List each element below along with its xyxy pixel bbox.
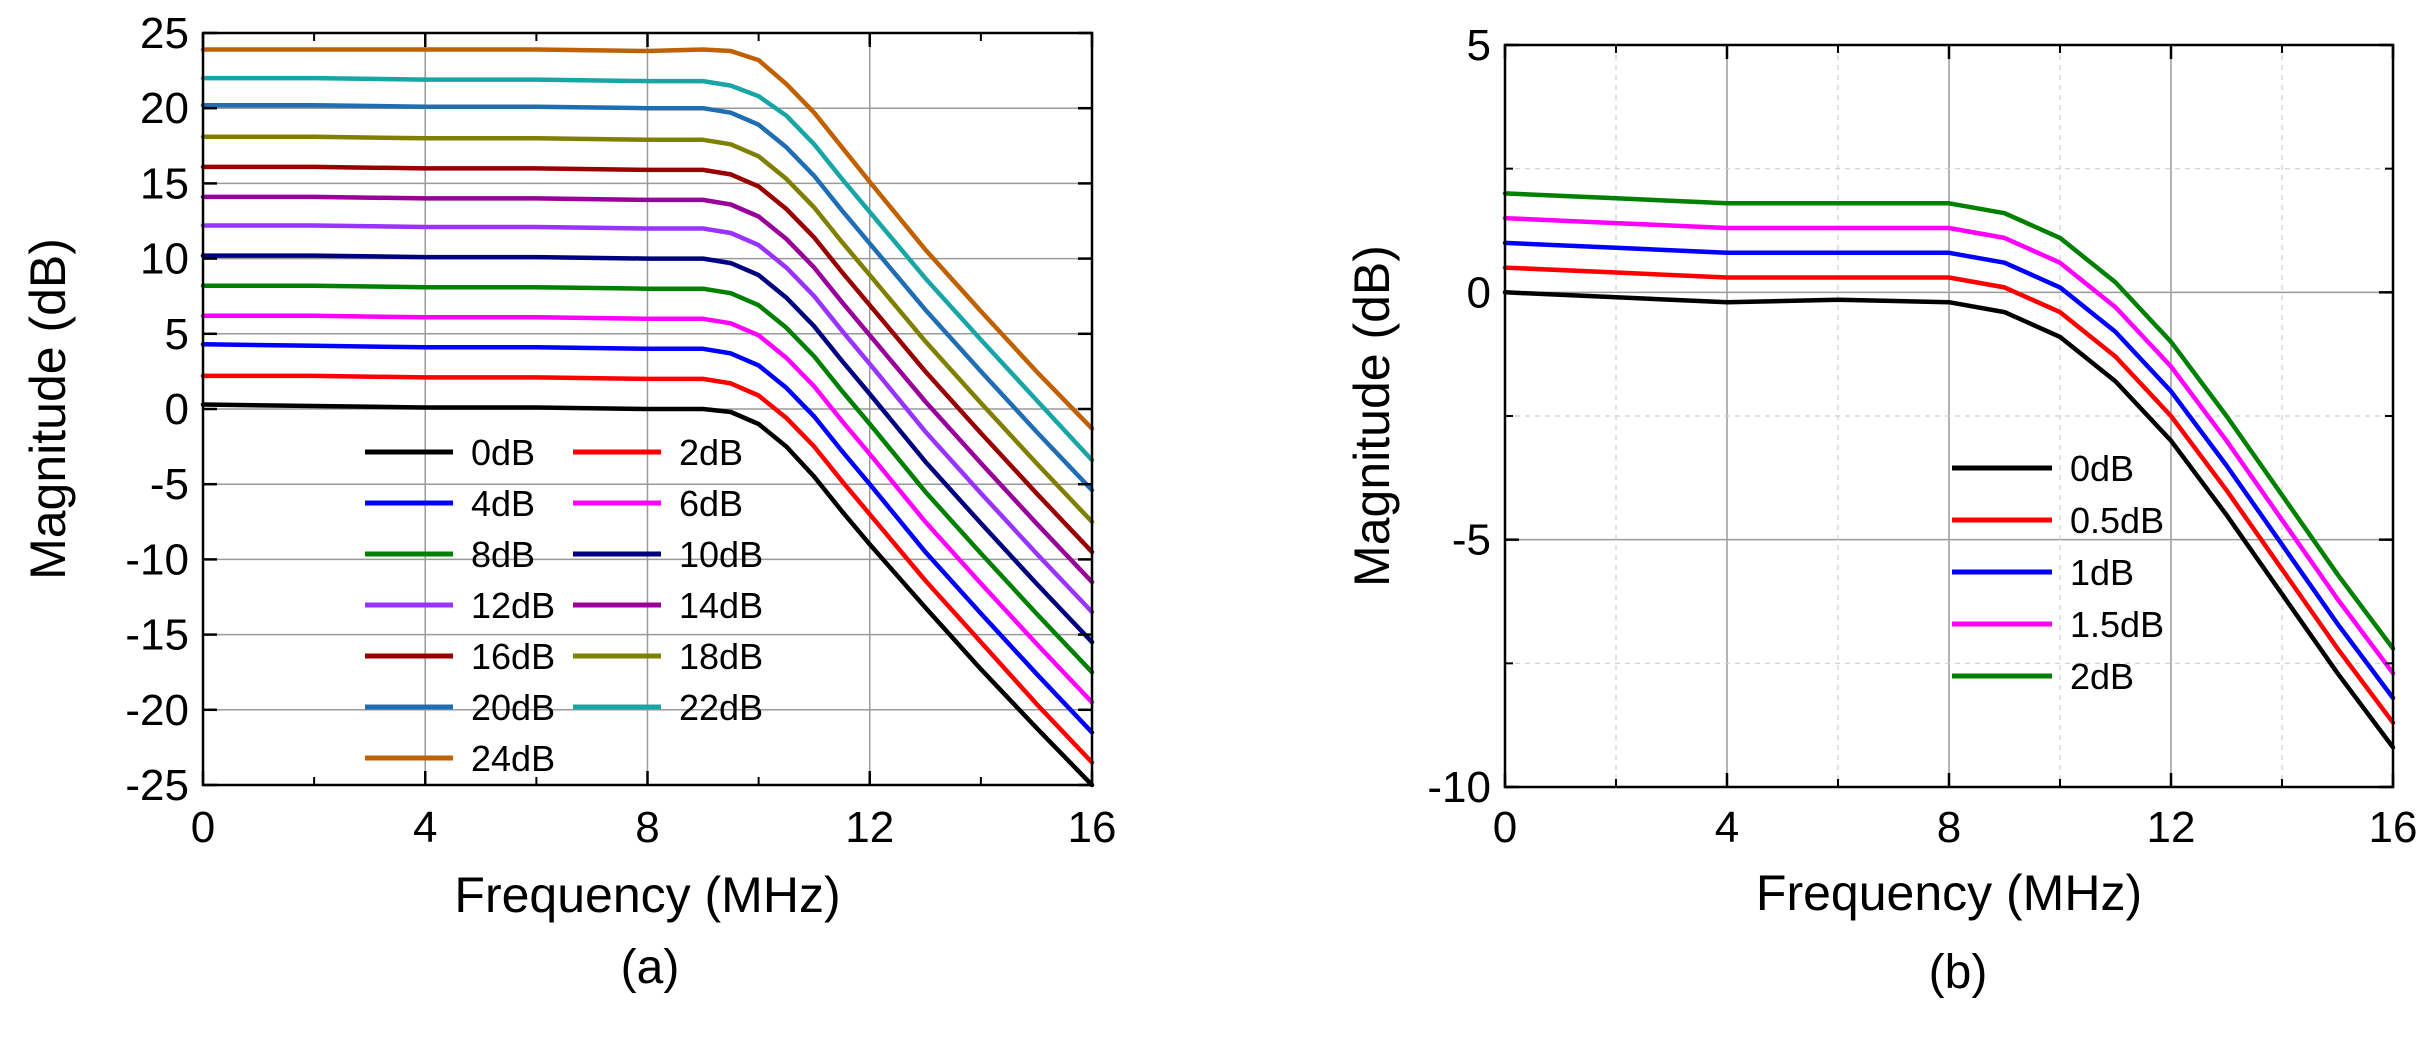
- legend-label: 14dB: [679, 585, 763, 626]
- grid: [1505, 45, 2393, 787]
- y-tick-label: 15: [140, 159, 189, 208]
- legend: 0dB 2dB 4dB 6dB 8dB 10dB 12dB 14dB 16dB 18dB 20dB 2…: [365, 432, 763, 779]
- x-tick-label: 0: [1493, 803, 1517, 852]
- x-tick-label: 16: [2369, 803, 2418, 852]
- x-tick-label: 12: [2147, 803, 2196, 852]
- series-line-4dB: [200, 342, 1095, 735]
- legend-label: 18dB: [679, 636, 763, 677]
- y-tick-label: 0: [1467, 268, 1491, 317]
- x-tick-label: 8: [635, 803, 659, 852]
- legend-label: 0dB: [2070, 448, 2134, 489]
- legend-label: 8dB: [471, 534, 535, 575]
- y-tick-label: -5: [150, 460, 189, 509]
- panel-label: (a): [621, 941, 680, 994]
- y-tick-label: -10: [125, 535, 189, 584]
- legend: 0dB 0.5dB 1dB 1.5dB 2dB: [1952, 448, 2164, 697]
- legend-label: 2dB: [2070, 656, 2134, 697]
- series-line-22dB: [200, 75, 1095, 463]
- legend-label: 0dB: [471, 432, 535, 473]
- y-tick-label: -25: [125, 761, 189, 810]
- y-axis-label: Magnitude (dB): [1344, 245, 1400, 587]
- y-tick-label: 20: [140, 84, 189, 133]
- series-line-6dB: [200, 313, 1095, 705]
- legend-label: 20dB: [471, 687, 555, 728]
- legend-label: 2dB: [679, 432, 743, 473]
- y-tick-label: -15: [125, 611, 189, 660]
- legend-label: 22dB: [679, 687, 763, 728]
- y-tick-label: 0: [165, 385, 189, 434]
- series-line-16dB: [200, 164, 1095, 555]
- legend-label: 6dB: [679, 483, 743, 524]
- y-tick-label: 10: [140, 235, 189, 284]
- series-line-2dB: [1502, 191, 2396, 651]
- series-group: [1502, 191, 2396, 750]
- legend-label: 1dB: [2070, 552, 2134, 593]
- series-line-1dB: [1502, 240, 2396, 701]
- legend-label: 12dB: [471, 585, 555, 626]
- y-tick-label: 25: [140, 9, 189, 58]
- x-tick-label: 0: [191, 803, 215, 852]
- y-tick-label: -10: [1427, 763, 1491, 812]
- legend-label: 1.5dB: [2070, 604, 2164, 645]
- x-tick-label: 4: [1715, 803, 1739, 852]
- series-line-0.5dB: [1502, 265, 2396, 725]
- series-line-8dB: [200, 283, 1095, 675]
- chart-b: 0 4 8 12 16 5 0 -5 -10 Frequency (MHz) Magnitude (…: [1344, 21, 2417, 999]
- y-tick-label: -5: [1452, 516, 1491, 565]
- series-line-14dB: [200, 194, 1095, 585]
- series-line-24dB: [200, 47, 1095, 431]
- panel-label: (b): [1929, 946, 1988, 999]
- x-tick-label: 12: [845, 803, 894, 852]
- legend-label: 4dB: [471, 483, 535, 524]
- legend-label: 16dB: [471, 636, 555, 677]
- y-axis-label: Magnitude (dB): [20, 238, 76, 580]
- series-line-20dB: [200, 102, 1095, 493]
- x-axis-label: Frequency (MHz): [454, 867, 840, 923]
- x-tick-label: 4: [413, 803, 437, 852]
- x-axis-label: Frequency (MHz): [1756, 865, 2142, 921]
- chart-a: 0 4 8 12 16 25 20 15 10 5 0 -5 -10 -15 -20 -25 Frequency…: [20, 9, 1116, 994]
- x-tick-label: 16: [1068, 803, 1117, 852]
- legend-label: 10dB: [679, 534, 763, 575]
- legend-label: 24dB: [471, 738, 555, 779]
- ticks: [201, 31, 1094, 787]
- legend-label: 0.5dB: [2070, 500, 2164, 541]
- series-line-0dB: [200, 402, 1095, 788]
- series-line-0dB: [1502, 290, 2396, 750]
- y-tick-label: 5: [1467, 21, 1491, 70]
- y-tick-label: 5: [165, 310, 189, 359]
- ticks: [1503, 43, 2395, 789]
- series-line-18dB: [200, 134, 1095, 525]
- series-line-10dB: [200, 253, 1095, 645]
- series-group: [200, 47, 1095, 788]
- series-line-2dB: [200, 373, 1095, 765]
- y-tick-label: -20: [125, 686, 189, 735]
- series-line-1.5dB: [1502, 215, 2396, 676]
- x-tick-label: 8: [1937, 803, 1961, 852]
- series-line-12dB: [200, 223, 1095, 615]
